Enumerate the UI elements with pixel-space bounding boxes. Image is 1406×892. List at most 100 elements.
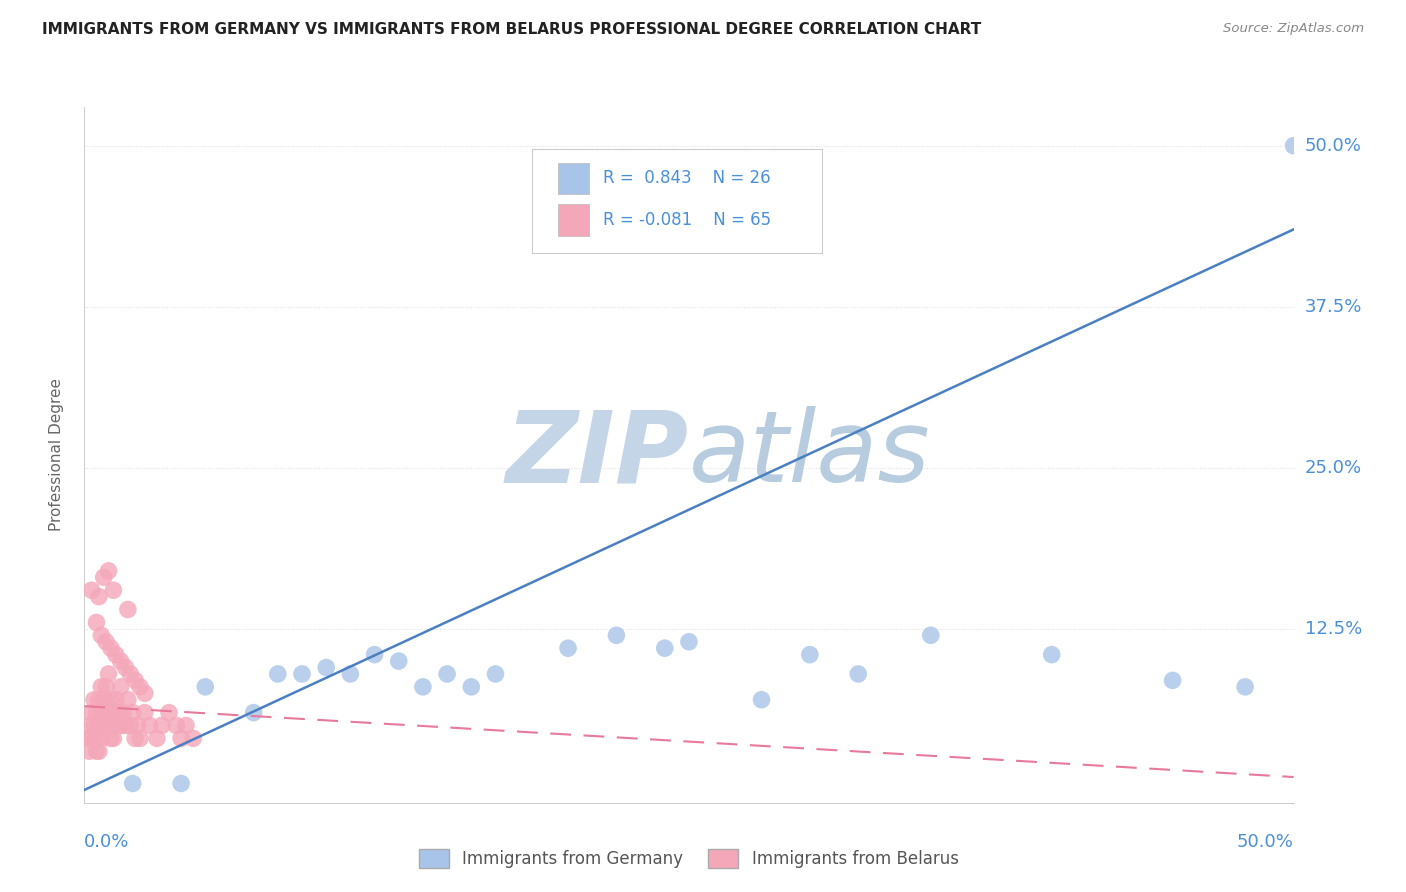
Point <box>110 680 132 694</box>
Point <box>134 706 156 720</box>
Point <box>83 692 105 706</box>
Point <box>103 731 125 746</box>
Point <box>86 615 108 630</box>
Point <box>100 731 122 746</box>
Point <box>100 641 122 656</box>
Point <box>94 680 117 694</box>
Point <box>412 680 434 694</box>
Point <box>242 706 264 720</box>
Text: 50.0%: 50.0% <box>1237 833 1294 851</box>
Point <box>124 731 146 746</box>
Point <box>339 667 361 681</box>
Point <box>104 718 127 732</box>
Point <box>1161 673 1184 688</box>
Point <box>846 667 869 681</box>
Text: 0.0%: 0.0% <box>84 833 129 851</box>
Point <box>97 667 120 681</box>
Point <box>114 718 136 732</box>
Point <box>94 634 117 648</box>
Point <box>90 731 112 746</box>
Point <box>94 706 117 720</box>
Point <box>80 731 103 746</box>
Point <box>121 706 143 720</box>
Point <box>93 718 115 732</box>
Point <box>157 706 180 720</box>
Point <box>100 692 122 706</box>
FancyBboxPatch shape <box>558 204 589 235</box>
Point <box>121 776 143 790</box>
Point <box>103 706 125 720</box>
Point <box>436 667 458 681</box>
Text: Source: ZipAtlas.com: Source: ZipAtlas.com <box>1223 22 1364 36</box>
Point <box>110 718 132 732</box>
Point <box>80 706 103 720</box>
Point <box>484 667 506 681</box>
Point <box>174 718 197 732</box>
Point <box>117 602 139 616</box>
Point <box>146 731 169 746</box>
Point <box>107 706 129 720</box>
Point <box>799 648 821 662</box>
Point <box>97 718 120 732</box>
Point <box>1040 648 1063 662</box>
Point <box>80 583 103 598</box>
Point <box>388 654 411 668</box>
Point <box>291 667 314 681</box>
Point <box>920 628 942 642</box>
Point <box>127 718 149 732</box>
Point <box>170 731 193 746</box>
Point <box>86 744 108 758</box>
Point <box>117 692 139 706</box>
Point <box>87 718 110 732</box>
Point <box>86 706 108 720</box>
Point <box>87 590 110 604</box>
Text: 25.0%: 25.0% <box>1305 458 1362 477</box>
Point <box>77 744 100 758</box>
Point <box>1282 138 1305 153</box>
Text: ZIP: ZIP <box>506 407 689 503</box>
Point <box>90 680 112 694</box>
Point <box>93 692 115 706</box>
Point <box>120 667 142 681</box>
Point <box>194 680 217 694</box>
Point <box>751 692 773 706</box>
Y-axis label: Professional Degree: Professional Degree <box>49 378 63 532</box>
Point <box>120 718 142 732</box>
Point <box>678 634 700 648</box>
Point <box>87 692 110 706</box>
Point <box>114 660 136 674</box>
Point <box>557 641 579 656</box>
Point <box>134 686 156 700</box>
Point <box>363 648 385 662</box>
Point <box>654 641 676 656</box>
Point <box>181 731 204 746</box>
Point <box>170 776 193 790</box>
Point <box>93 570 115 584</box>
Point <box>165 718 187 732</box>
FancyBboxPatch shape <box>531 149 823 253</box>
Point <box>124 673 146 688</box>
Point <box>90 628 112 642</box>
Point <box>83 718 105 732</box>
FancyBboxPatch shape <box>558 162 589 194</box>
Point <box>112 706 135 720</box>
Point <box>129 731 152 746</box>
Text: R =  0.843    N = 26: R = 0.843 N = 26 <box>603 169 770 187</box>
Point <box>90 706 112 720</box>
Text: IMMIGRANTS FROM GERMANY VS IMMIGRANTS FROM BELARUS PROFESSIONAL DEGREE CORRELATI: IMMIGRANTS FROM GERMANY VS IMMIGRANTS FR… <box>42 22 981 37</box>
Point <box>103 583 125 598</box>
Point <box>605 628 627 642</box>
Text: 37.5%: 37.5% <box>1305 298 1362 316</box>
Point <box>97 564 120 578</box>
Point <box>315 660 337 674</box>
Point <box>77 718 100 732</box>
Point <box>1234 680 1257 694</box>
Text: 50.0%: 50.0% <box>1305 136 1361 154</box>
Text: atlas: atlas <box>689 407 931 503</box>
Point <box>138 718 160 732</box>
Point <box>460 680 482 694</box>
Point <box>150 718 173 732</box>
Text: R = -0.081    N = 65: R = -0.081 N = 65 <box>603 211 772 229</box>
Point <box>76 731 98 746</box>
Point <box>110 654 132 668</box>
